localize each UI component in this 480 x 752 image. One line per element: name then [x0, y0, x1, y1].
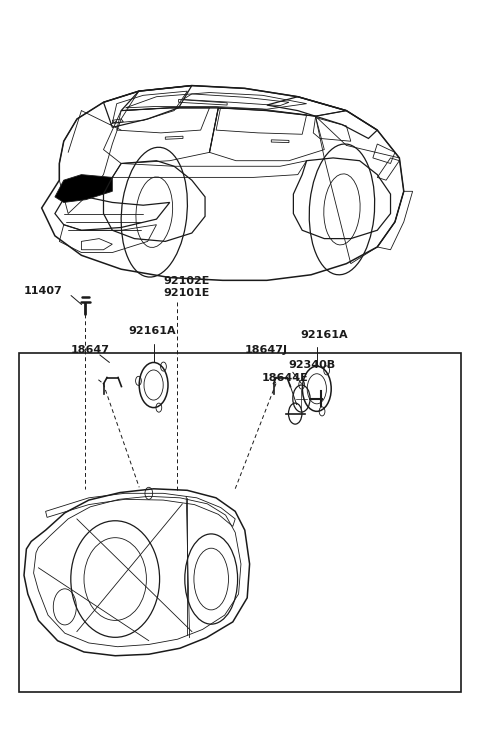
Text: 11407: 11407: [24, 286, 63, 296]
Text: 18647: 18647: [71, 344, 110, 355]
Text: 92161A: 92161A: [300, 330, 348, 341]
Text: 18644E: 18644E: [262, 373, 308, 384]
Text: 92340B: 92340B: [288, 360, 335, 371]
Text: 92161A: 92161A: [129, 326, 176, 336]
Text: 18647J: 18647J: [245, 344, 288, 355]
Text: 92102E: 92102E: [163, 276, 210, 287]
Text: 92101E: 92101E: [163, 288, 210, 299]
Polygon shape: [55, 174, 112, 202]
